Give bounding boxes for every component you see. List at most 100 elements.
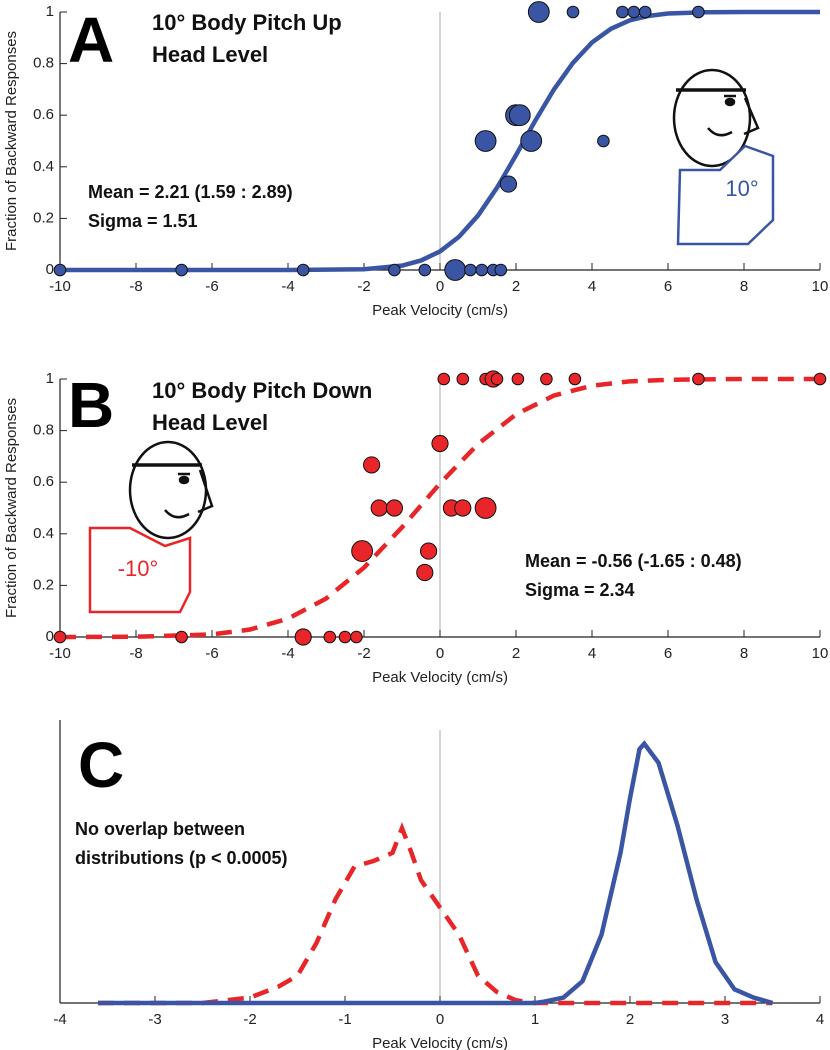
data-point: [474, 130, 497, 152]
data-point: [437, 372, 451, 386]
panel-label: C: [78, 729, 124, 801]
y-tick-label: 0.8: [33, 422, 54, 439]
x-tick-label: -10: [49, 645, 71, 662]
x-tick-label: -2: [357, 278, 370, 295]
x-axis-label: Peak Velocity (cm/s): [372, 669, 508, 686]
annotation: Sigma = 2.34: [525, 580, 635, 600]
data-point: [499, 175, 517, 193]
x-tick-label: -3: [148, 1011, 161, 1028]
x-tick-label: -8: [129, 645, 142, 662]
x-tick-label: 2: [512, 278, 520, 295]
x-tick-label: -1: [338, 1011, 351, 1028]
data-point: [692, 5, 705, 19]
annotation: No overlap between: [75, 819, 245, 839]
panel-subtitle: Head Level: [152, 410, 268, 435]
head-icon-a: [672, 68, 775, 246]
data-point: [351, 540, 374, 562]
annotation: Mean = -0.56 (-1.65 : 0.48): [525, 551, 742, 571]
data-point: [464, 263, 477, 277]
curve: [98, 822, 773, 1006]
panel-title: 10° Body Pitch Down: [152, 378, 372, 403]
data-point: [175, 630, 188, 644]
data-point: [508, 104, 531, 127]
data-point: [568, 372, 582, 386]
y-tick-label: 0.2: [33, 576, 54, 593]
data-point: [431, 434, 449, 453]
annotation: distributions (p < 0.0005): [75, 848, 288, 868]
data-point: [692, 372, 705, 386]
x-axis-label: Peak Velocity (cm/s): [372, 1035, 508, 1050]
y-tick-label: 0.6: [33, 106, 54, 123]
data-point: [475, 263, 489, 277]
data-point: [638, 5, 652, 19]
data-point: [527, 1, 550, 23]
data-point: [454, 499, 472, 517]
x-tick-label: 4: [588, 645, 596, 662]
y-axis-label: Fraction of Backward Responses: [3, 398, 20, 618]
data-point: [385, 499, 403, 517]
data-point: [494, 263, 508, 277]
data-point: [53, 630, 67, 644]
x-tick-label: 0: [436, 1011, 444, 1028]
data-point: [296, 263, 310, 277]
data-point: [350, 630, 363, 644]
x-tick-label: 4: [816, 1011, 824, 1028]
data-point: [294, 628, 312, 646]
y-tick-label: 0.4: [33, 525, 54, 542]
data-point: [616, 5, 629, 19]
y-tick-label: 0.2: [33, 209, 54, 226]
x-tick-label: -2: [357, 645, 370, 662]
data-point: [627, 5, 641, 19]
y-tick-label: 0.8: [33, 55, 54, 72]
data-point: [363, 456, 381, 474]
curve: [60, 9, 820, 273]
data-point: [456, 372, 470, 386]
x-tick-label: 10: [812, 278, 829, 295]
data-point: [370, 499, 388, 517]
x-tick-label: 4: [588, 278, 596, 295]
x-tick-label: 3: [721, 1011, 729, 1028]
data-point: [566, 5, 580, 19]
panel-subtitle: Head Level: [152, 42, 268, 67]
x-tick-label: -6: [205, 645, 218, 662]
x-tick-label: 6: [664, 278, 672, 295]
y-tick-label: 0: [46, 261, 54, 278]
x-tick-label: -8: [129, 278, 142, 295]
data-point: [175, 263, 188, 277]
panel-label: B: [68, 369, 114, 441]
curve: [98, 740, 774, 1006]
x-tick-label: 2: [626, 1011, 634, 1028]
x-tick-label: -4: [281, 645, 294, 662]
head-icon-b: [88, 440, 214, 614]
annotation: Mean = 2.21 (1.59 : 2.89): [88, 182, 293, 202]
data-point: [597, 134, 610, 148]
y-tick-label: 0.6: [33, 473, 54, 490]
data-point: [420, 542, 438, 560]
panel-title: 10° Body Pitch Up: [152, 10, 342, 35]
data-point: [490, 372, 504, 386]
head-label: 10°: [725, 176, 758, 201]
y-tick-label: 0: [46, 628, 54, 645]
x-tick-label: 10: [812, 645, 829, 662]
data-point: [418, 263, 432, 277]
y-tick-label: 1: [46, 3, 54, 20]
data-point: [338, 630, 352, 644]
x-tick-label: 0: [436, 278, 444, 295]
head-label: -10°: [118, 556, 159, 581]
x-tick-label: -10: [49, 278, 71, 295]
data-point: [540, 372, 553, 386]
x-tick-label: 0: [436, 645, 444, 662]
x-tick-label: -6: [205, 278, 218, 295]
y-tick-label: 0.4: [33, 158, 54, 175]
data-point: [474, 497, 497, 519]
annotation: Sigma = 1.51: [88, 211, 198, 231]
x-tick-label: 8: [740, 278, 748, 295]
x-tick-label: -4: [281, 278, 294, 295]
x-tick-label: -2: [243, 1011, 256, 1028]
data-point: [416, 563, 434, 582]
x-tick-label: 6: [664, 645, 672, 662]
x-tick-label: -4: [53, 1011, 66, 1028]
panel-label: A: [68, 4, 114, 76]
data-point: [520, 130, 543, 152]
